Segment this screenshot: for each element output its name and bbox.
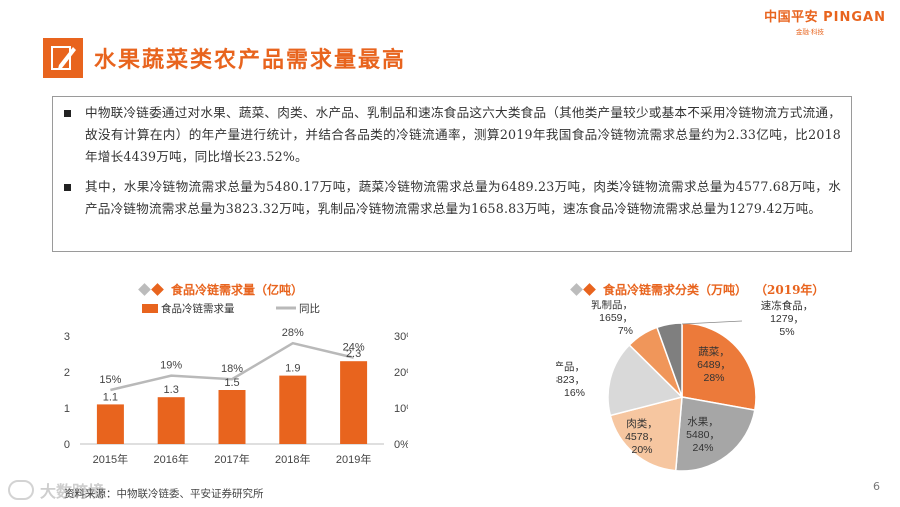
bar-data-label: 1.3 [164, 384, 179, 396]
brand-logo: 中国平安 PINGAN 金融·科技 [764, 6, 886, 36]
pie-slice-水产品 [607, 343, 684, 417]
pie-leader-line [681, 320, 743, 325]
page-number: 6 [873, 480, 880, 493]
pie-slice-肉类 [609, 396, 683, 472]
pie-label-速冻食品: 速冻食品， 1279， 5% [761, 300, 814, 338]
x-tick-label: 2016年 [153, 452, 188, 466]
pie-label-乳制品: 乳制品， 1659， 7% [591, 300, 633, 337]
diamond-icon [583, 283, 596, 296]
brand-name-en: PINGAN [823, 10, 886, 25]
pie-slice-水果 [674, 396, 756, 472]
y-tick-label: 2 [64, 367, 70, 379]
bar-chart-title: 食品冷链需求量（亿吨） [138, 281, 304, 298]
square-bullet-icon [64, 110, 71, 117]
pie-chart-title-year: （2019年） [755, 283, 825, 297]
bar-2016年 [157, 397, 185, 444]
bar-2015年 [96, 404, 124, 444]
bullet-paragraph-1: 中物联冷链委通过对水果、蔬菜、肉类、水产品、乳制品和速冻食品这六大类食品（其他类… [61, 102, 841, 168]
y2-tick-label: 30% [394, 331, 408, 343]
x-tick-label: 2019年 [336, 452, 371, 466]
y2-tick-label: 10% [394, 403, 408, 415]
legend-label-line: 同比 [299, 302, 320, 315]
pie-slice-蔬菜 [681, 322, 757, 412]
bullet-text-2: 其中，水果冷链物流需求总量为5480.17万吨，蔬菜冷链物流需求总量为6489.… [85, 179, 841, 216]
line-data-label: 18% [221, 363, 243, 375]
line-data-label: 28% [282, 327, 304, 339]
pie-label-水产品: 水产品，3823，16% [556, 360, 585, 399]
y-tick-label: 0 [64, 439, 70, 451]
growth-line [110, 341, 354, 392]
pie-label-蔬菜: 蔬菜， 6489， 28% [697, 346, 731, 384]
bullet-paragraph-2: 其中，水果冷链物流需求总量为5480.17万吨，蔬菜冷链物流需求总量为6489.… [61, 176, 841, 220]
diamond-icon [570, 283, 583, 296]
summary-text-box: 中物联冷链委通过对水果、蔬菜、肉类、水产品、乳制品和速冻食品这六大类食品（其他类… [52, 96, 852, 252]
y2-tick-label: 0% [394, 439, 408, 451]
bullet-text-1: 中物联冷链委通过对水果、蔬菜、肉类、水产品、乳制品和速冻食品这六大类食品（其他类… [85, 105, 841, 164]
x-tick-label: 2017年 [214, 452, 249, 466]
bar-2018年 [279, 375, 307, 444]
bar-chart-title-text: 食品冷链需求量（亿吨） [171, 283, 304, 297]
line-data-label: 15% [99, 374, 121, 386]
brand-name-cn: 中国平安 [764, 10, 819, 25]
watermark-logo-icon [8, 480, 34, 500]
line-data-label: 24% [343, 342, 365, 354]
square-bullet-icon [64, 184, 71, 191]
pie-label-水果: 水果， 5480， 24% [686, 416, 720, 454]
pie-label-肉类: 肉类， 4578， 20% [625, 417, 659, 456]
bar-2017年 [218, 390, 246, 444]
pencil-note-icon [43, 38, 83, 78]
diamond-icon [151, 283, 164, 296]
brand-tagline: 金融·科技 [795, 28, 824, 36]
watermark: 大数跨境 [8, 478, 104, 502]
line-data-label: 19% [160, 360, 182, 372]
pie-chart-title-text: 食品冷链需求分类（万吨） [603, 283, 748, 297]
y-tick-label: 3 [64, 331, 70, 343]
bar-data-label: 1.1 [103, 391, 118, 403]
pie-slice-速冻食品 [656, 322, 683, 398]
bar-data-label: 1.5 [224, 377, 239, 389]
source-note: 资料来源：中物联冷链委、平安证券研究所 [64, 488, 264, 500]
y-tick-label: 1 [64, 403, 70, 415]
bar-data-label: 2.3 [346, 348, 361, 360]
pie-chart: 蔬菜，6489，28% 水果，5480，24% 肉类，4578，20% 水产品，382… [556, 300, 814, 472]
slide-title: 水果蔬菜类农产品需求量最高 [94, 47, 407, 73]
diamond-icon [138, 283, 151, 296]
x-tick-label: 2018年 [275, 452, 310, 466]
bar-2019年 [340, 361, 368, 444]
pie-chart-title: 食品冷链需求分类（万吨） （2019年） [570, 281, 825, 298]
x-tick-label: 2015年 [93, 452, 128, 466]
legend-label-bars: 食品冷链需求量 [161, 302, 235, 315]
legend-bar-swatch [142, 304, 158, 313]
bar-line-chart: 食品冷链需求量 同比 01230%10%20%30%2015年2016年2017… [64, 302, 408, 466]
bar-data-label: 1.9 [285, 363, 300, 375]
y2-tick-label: 20% [394, 367, 408, 379]
chart-legend: 食品冷链需求量 同比 [142, 302, 320, 315]
